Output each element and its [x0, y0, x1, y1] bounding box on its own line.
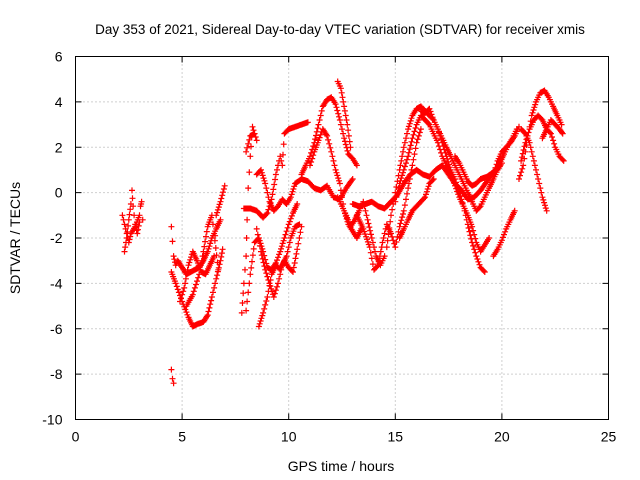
x-tick-label: 25 — [601, 429, 617, 445]
axis-ticks: 0 5 10 15 20 25 -10 -8 -6 -4 -2 0 2 4 6 — [42, 49, 616, 445]
y-tick-label: 0 — [55, 185, 63, 201]
x-tick-label: 5 — [178, 429, 186, 445]
x-tick-label: 20 — [494, 429, 510, 445]
grid — [75, 56, 609, 420]
y-tick-label: -2 — [50, 230, 63, 246]
x-tick-label: 10 — [281, 429, 297, 445]
x-tick-label: 0 — [72, 429, 80, 445]
y-tick-label: 2 — [55, 139, 63, 155]
x-tick-label: 15 — [388, 429, 404, 445]
x-axis-label: GPS time / hours — [288, 458, 395, 474]
chart-title: Day 353 of 2021, Sidereal Day-to-day VTE… — [95, 22, 585, 37]
y-tick-label: -4 — [50, 275, 63, 291]
y-tick-label: -6 — [50, 321, 63, 337]
data-markers — [119, 78, 567, 387]
y-tick-label: -10 — [42, 412, 62, 428]
y-tick-label: -8 — [50, 366, 63, 382]
y-tick-label: 4 — [55, 94, 63, 110]
y-axis-label: SDTVAR / TECUs — [7, 182, 23, 294]
y-tick-label: 6 — [55, 49, 63, 65]
data-points — [119, 78, 567, 387]
